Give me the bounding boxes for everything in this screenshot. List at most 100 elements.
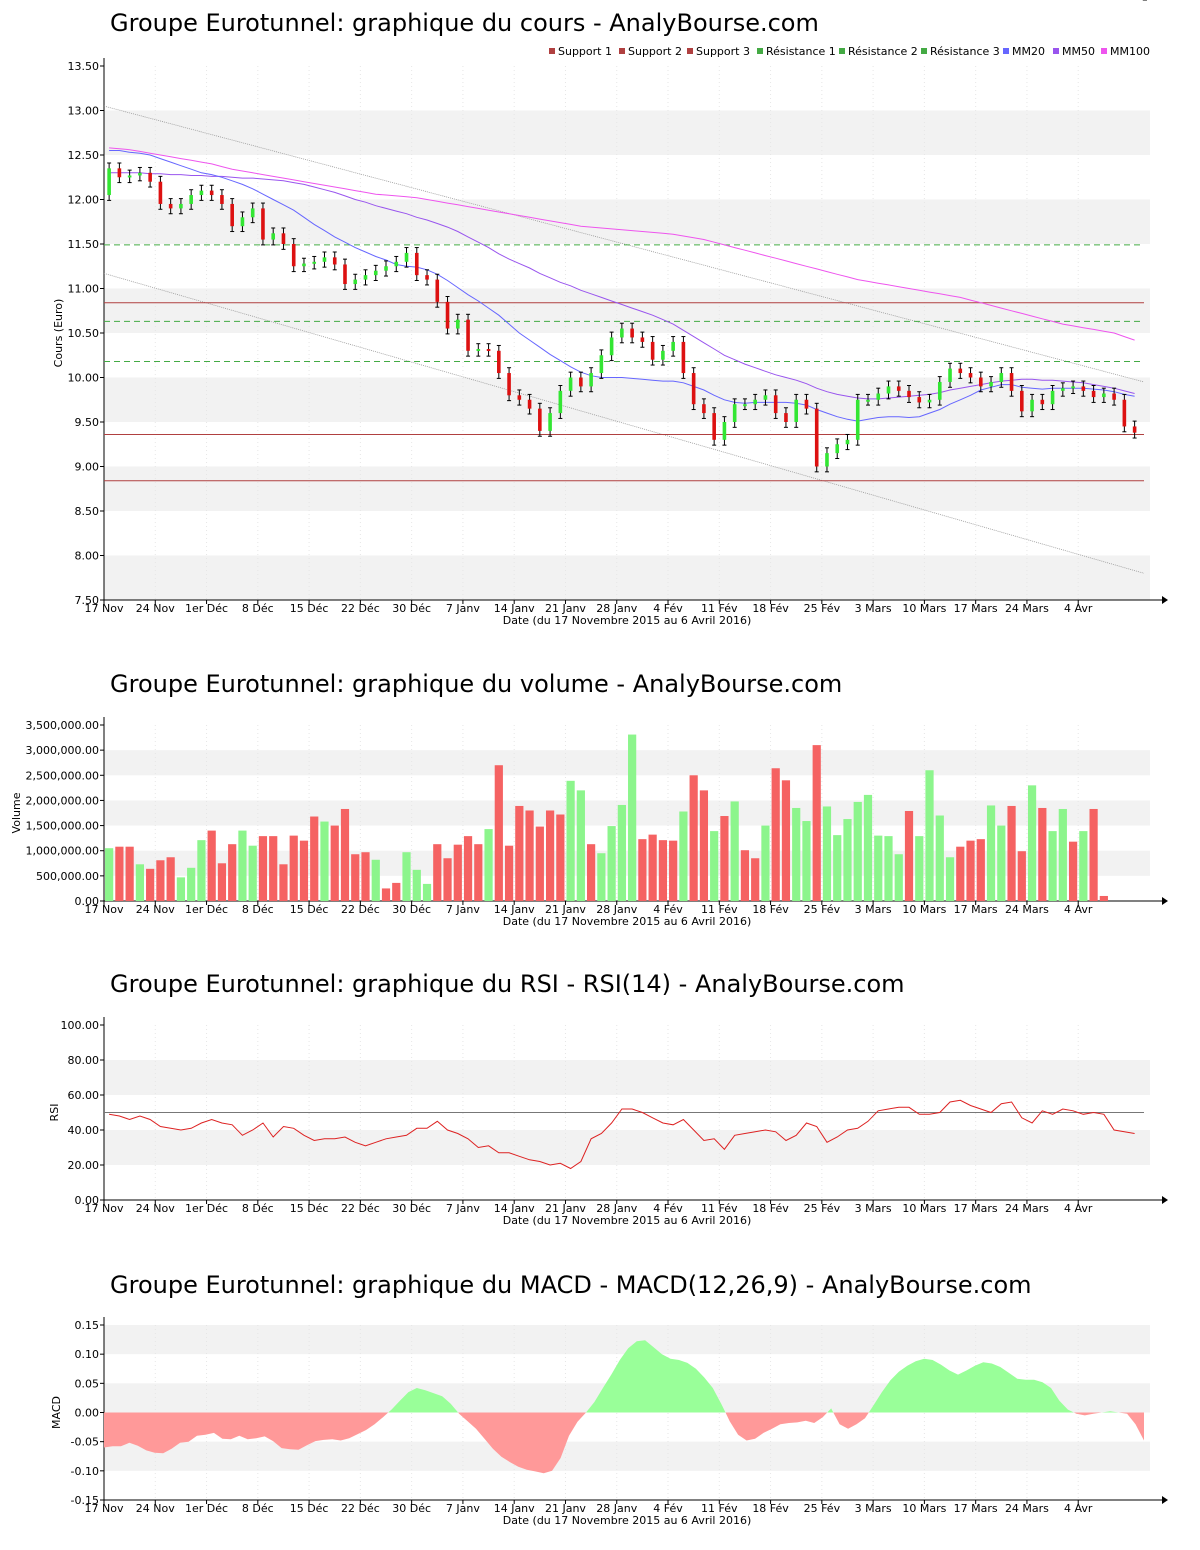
- volume-bar: [740, 850, 750, 901]
- volume-bar: [217, 863, 227, 901]
- legend-label: Résistance 3: [930, 45, 1000, 58]
- volume-bar: [310, 816, 319, 901]
- candle-body: [722, 422, 727, 440]
- volume-bar: [1027, 785, 1037, 901]
- candle-body: [712, 413, 716, 440]
- y-tick-label: 2,000,000.00: [26, 794, 99, 807]
- candle-body: [825, 453, 829, 467]
- x-tick-label: 4 Avr: [1064, 1202, 1093, 1215]
- x-tick-label: 1er Déc: [185, 602, 228, 615]
- volume-bar: [884, 836, 893, 901]
- y-tick-label: 0.00: [75, 1194, 100, 1207]
- volume-chart-title: Groupe Eurotunnel: graphique du volume -…: [110, 670, 843, 698]
- volume-bar: [453, 844, 462, 901]
- volume-bar: [330, 825, 339, 901]
- x-tick-label: 24 Nov: [136, 903, 175, 916]
- candle-body: [466, 319, 470, 351]
- legend-swatch: [1101, 48, 1107, 54]
- candle-body: [353, 279, 358, 285]
- volume-bar: [576, 790, 585, 901]
- grid-band: [104, 110, 1150, 155]
- y-tick-label: 60.00: [68, 1089, 100, 1102]
- rsi-chart: 0.00 20.00 40.00 60.00 80.00 100.00 17 Nov 24 N…: [48, 1017, 1168, 1227]
- x-tick-label: 28 Janv: [596, 1202, 637, 1215]
- candle-body: [414, 252, 419, 276]
- x-tick-label: 10 Mars: [902, 1502, 946, 1515]
- volume-bar: [1068, 841, 1078, 901]
- x-tick-label: 1er Déc: [185, 1202, 228, 1215]
- y-axis-label: RSI: [48, 1104, 61, 1122]
- y-tick-label: -0.15: [71, 1494, 99, 1507]
- volume-chart: 0.00 500,000.00 1,000,000.00 1,500,000.00 2,…: [10, 717, 1168, 928]
- x-tick-label: 21 Janv: [545, 602, 586, 615]
- volume-bar: [915, 836, 924, 901]
- y-tick-label: 13.00: [68, 105, 100, 118]
- legend-swatch: [839, 48, 845, 54]
- candle-body: [835, 444, 840, 454]
- x-tick-label: 18 Fév: [752, 1202, 789, 1215]
- volume-bar: [730, 801, 739, 901]
- candle-body: [507, 373, 511, 396]
- legend-swatch: [1003, 48, 1009, 54]
- x-axis-caption: Date (du 17 Novembre 2015 au 6 Avril 201…: [503, 915, 752, 928]
- y-tick-label: 3,000,000.00: [26, 744, 99, 757]
- candle-body: [497, 350, 501, 374]
- candle-body: [322, 257, 327, 262]
- x-tick-label: 4 Avr: [1064, 903, 1093, 916]
- x-axis-arrow: [1162, 1196, 1168, 1204]
- candle-body: [1122, 399, 1127, 427]
- x-tick-label: 3 Mars: [855, 1502, 892, 1515]
- legend-label: Résistance 2: [848, 45, 918, 58]
- y-tick-label: 11.50: [68, 238, 100, 251]
- legend-label: Résistance 1: [766, 45, 836, 58]
- candle-body: [671, 341, 675, 351]
- candle-body: [455, 319, 460, 329]
- candle-body: [568, 377, 573, 391]
- grid-band: [104, 850, 1150, 876]
- x-tick-label: 3 Mars: [855, 903, 892, 916]
- x-tick-label: 4 Fév: [653, 1502, 683, 1515]
- x-tick-label: 24 Nov: [136, 602, 175, 615]
- x-tick-label: 17 Nov: [85, 903, 124, 916]
- candle-body: [896, 386, 901, 391]
- macd-chart: -0.15 -0.10 -0.05 0.00 0.05 0.10 0.15 17 Nov 24 …: [50, 1317, 1168, 1527]
- macd-negative-area: [1073, 1412, 1102, 1416]
- candle-body: [958, 368, 963, 374]
- x-tick-label: 21 Janv: [545, 1202, 586, 1215]
- volume-bar: [1038, 807, 1047, 901]
- x-tick-label: 4 Fév: [653, 1202, 683, 1215]
- candle-body: [394, 261, 399, 267]
- legend-label: MM20: [1012, 45, 1045, 58]
- candle-body: [845, 439, 850, 445]
- volume-bar: [628, 734, 637, 901]
- y-tick-label: 1,000,000.00: [26, 845, 99, 858]
- y-axis-label: MACD: [50, 1396, 63, 1429]
- x-tick-label: 1er Déc: [185, 903, 228, 916]
- candle-body: [609, 337, 614, 356]
- macd-negative-area: [725, 1412, 828, 1441]
- macd-negative-area: [833, 1412, 869, 1429]
- y-tick-label: 7.50: [75, 594, 100, 607]
- candle-body: [291, 244, 296, 267]
- mm20-line: [109, 150, 1135, 422]
- candle-body: [1112, 393, 1116, 400]
- y-tick-label: 2,500,000.00: [26, 769, 99, 782]
- y-tick-label: 11.00: [68, 283, 100, 296]
- x-tick-label: 4 Fév: [653, 903, 683, 916]
- volume-bar: [720, 816, 729, 901]
- volume-bar: [761, 825, 770, 901]
- x-axis-arrow: [1162, 596, 1168, 604]
- candle-body: [445, 301, 450, 329]
- candle-body: [538, 408, 542, 431]
- macd-positive-area: [827, 1408, 834, 1413]
- x-tick-label: 7 Janv: [446, 903, 480, 916]
- x-tick-label: 17 Mars: [954, 1502, 998, 1515]
- candle-body: [127, 175, 132, 178]
- y-tick-label: 80.00: [68, 1054, 100, 1067]
- candle-body: [866, 399, 870, 402]
- volume-bar: [751, 858, 760, 901]
- legend-swatch: [619, 48, 625, 54]
- x-tick-label: 11 Fév: [701, 602, 738, 615]
- x-axis-arrow: [1162, 1496, 1168, 1504]
- candle-body: [1061, 388, 1065, 391]
